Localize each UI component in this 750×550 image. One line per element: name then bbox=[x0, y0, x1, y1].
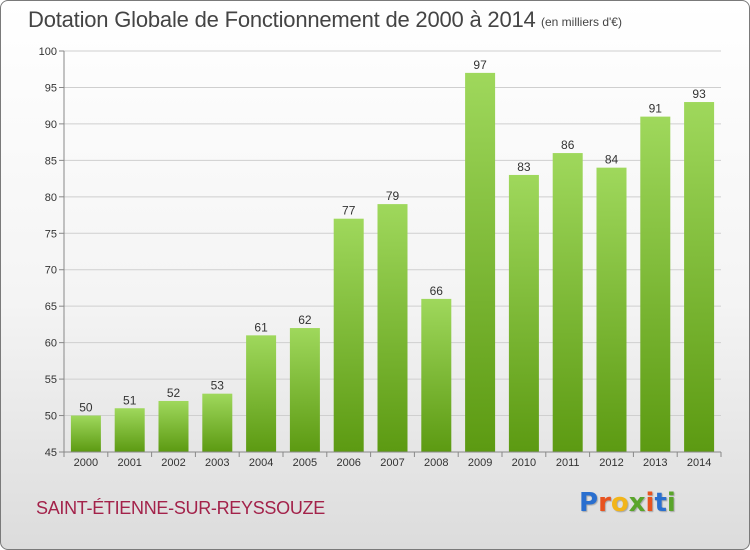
value-label-2007: 79 bbox=[386, 189, 400, 203]
y-tick-label: 50 bbox=[45, 411, 57, 423]
y-tick-label: 45 bbox=[45, 447, 57, 459]
y-tick-label: 85 bbox=[45, 155, 57, 167]
bar-2010 bbox=[508, 174, 539, 453]
commune-name: SAINT-ÉTIENNE-SUR-REYSSOUZE bbox=[36, 498, 325, 518]
value-label-2003: 53 bbox=[211, 379, 225, 393]
x-tick-label-2009: 2009 bbox=[468, 457, 492, 469]
x-tick-label-2000: 2000 bbox=[74, 457, 98, 469]
x-tick-label-2012: 2012 bbox=[599, 457, 623, 469]
value-label-2000: 50 bbox=[79, 401, 93, 415]
logo-letter: t bbox=[654, 488, 667, 518]
logo-letter: r bbox=[598, 488, 611, 518]
value-label-2013: 91 bbox=[649, 102, 663, 116]
x-tick-label-2013: 2013 bbox=[643, 457, 667, 469]
bar-2003 bbox=[202, 393, 233, 452]
bar-2008 bbox=[421, 298, 452, 452]
value-label-2008: 66 bbox=[430, 284, 444, 298]
proxiti-logo: Proxiti bbox=[579, 488, 676, 518]
value-label-2014: 93 bbox=[692, 87, 706, 101]
bar-2014 bbox=[684, 102, 715, 452]
value-label-2011: 86 bbox=[561, 138, 575, 152]
y-tick-label: 70 bbox=[45, 265, 57, 277]
chart-title: Dotation Globale de Fonctionnement de 20… bbox=[28, 7, 536, 32]
x-tick-label-2007: 2007 bbox=[380, 457, 404, 469]
value-labels: 50 51 52 53 61 62 77 79 66 97 83 86 84 91 93 bbox=[79, 58, 706, 415]
logo-letter: o bbox=[610, 488, 629, 518]
y-tick-label: 55 bbox=[45, 374, 57, 386]
bar-2005 bbox=[289, 328, 320, 452]
value-label-2004: 61 bbox=[254, 320, 268, 334]
bar-2007 bbox=[377, 204, 408, 452]
y-tick-label: 75 bbox=[45, 228, 57, 240]
bar-2011 bbox=[552, 153, 583, 452]
x-tick-label-2001: 2001 bbox=[117, 457, 141, 469]
bars bbox=[70, 72, 715, 453]
y-tick-label: 80 bbox=[45, 192, 57, 204]
y-tick-label: 60 bbox=[45, 338, 57, 350]
axes: 45 50 55 60 65 70 75 80 85 90 95 100 2000 2001 2002 200… bbox=[39, 46, 722, 469]
x-tick-label-2008: 2008 bbox=[424, 457, 448, 469]
bar-2013 bbox=[640, 116, 671, 453]
logo-letter: x bbox=[628, 488, 646, 518]
value-label-2002: 52 bbox=[167, 386, 181, 400]
bar-2002 bbox=[158, 400, 189, 452]
value-label-2001: 51 bbox=[123, 393, 137, 407]
bar-2009 bbox=[465, 72, 496, 452]
bar-2001 bbox=[114, 408, 145, 452]
logo-letter: i bbox=[666, 488, 676, 518]
value-label-2009: 97 bbox=[473, 58, 487, 72]
value-label-2012: 84 bbox=[605, 153, 619, 167]
x-tick-label-2011: 2011 bbox=[556, 457, 580, 469]
value-label-2005: 62 bbox=[298, 313, 312, 327]
bar-2004 bbox=[246, 335, 277, 452]
x-tick-label-2002: 2002 bbox=[161, 457, 185, 469]
x-tick-label-2014: 2014 bbox=[687, 457, 711, 469]
y-tick-label: 100 bbox=[39, 46, 57, 58]
logo-letter: P bbox=[579, 488, 599, 518]
x-tick-label-2003: 2003 bbox=[205, 457, 229, 469]
y-tick-label: 90 bbox=[45, 119, 57, 131]
x-tick-label-2005: 2005 bbox=[293, 457, 317, 469]
y-tick-label: 65 bbox=[45, 301, 57, 313]
value-label-2010: 83 bbox=[517, 160, 531, 174]
x-tick-label-2004: 2004 bbox=[249, 457, 273, 469]
value-label-2006: 77 bbox=[342, 204, 356, 218]
logo-letter: i bbox=[645, 488, 655, 518]
x-tick-label-2006: 2006 bbox=[336, 457, 360, 469]
x-tick-label-2010: 2010 bbox=[512, 457, 536, 469]
bar-2012 bbox=[596, 167, 627, 452]
y-tick-label: 95 bbox=[45, 82, 57, 94]
bar-2006 bbox=[333, 218, 364, 452]
chart-unit: (en milliers d'€) bbox=[541, 15, 622, 29]
bar-2000 bbox=[70, 415, 101, 452]
